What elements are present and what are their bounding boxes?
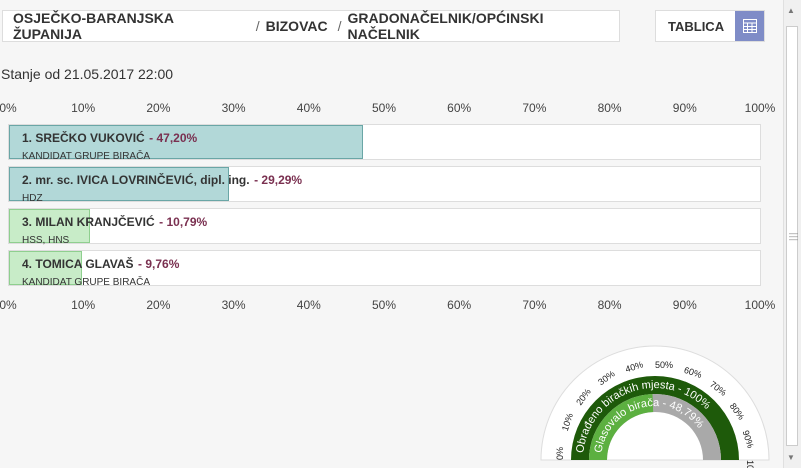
scale-tick-label: 60% [447,101,472,115]
gauge-outer-arc [571,375,739,460]
candidate-text: 2. mr. sc. IVICA LOVRINČEVIĆ, dipl. ing.… [22,171,302,204]
turnout-gauge: 0%10%20%30%40%50%60%70%80%90%100%Obrađen… [540,345,770,468]
scale-tick-label: 10% [71,101,96,115]
table-view-label: TABLICA [668,18,725,34]
candidate-bar [9,209,91,243]
scale-tick-label: 40% [296,101,321,115]
candidate-party: KANDIDAT GRUPE BIRAČA [22,277,150,288]
scale-bottom: 0% 10% 20% 30% 40% 50% 60% 70% 80% 90% 100% [0,298,775,312]
breadcrumb-separator: / [255,18,260,34]
scale-tick-label: 30% [221,298,246,312]
candidate-percent: - 47,20% [149,131,198,145]
scale-tick-label: 60% [447,298,472,312]
candidate-percent: - 9,76% [138,257,180,271]
candidate-text: 1. SREČKO VUKOVIĆ - 47,20% KANDIDAT GRUPE… [22,129,197,162]
breadcrumb-separator: / [337,18,342,34]
candidate-party: KANDIDAT GRUPE BIRAČA [22,151,150,162]
scale-tick-label: 80% [597,298,622,312]
gauge-tick-label: 50% [655,360,673,370]
gauge-inner-arc [589,394,654,460]
candidate-text: 4. TOMICA GLAVAŠ - 9,76% KANDIDAT GRUPE B… [22,255,179,288]
candidate-name: 3. MILAN KRANJČEVIĆ [22,215,155,229]
scale-tick-label: 0% [0,101,17,115]
scale-tick-label: 50% [371,298,397,312]
scale-top: 0% 10% 20% 30% 40% 50% 60% 70% 80% 90% 100% [0,101,775,115]
candidate-bar [9,167,229,201]
candidate-name: 1. SREČKO VUKOVIĆ [22,131,145,145]
status-timestamp: Stanje od 21.05.2017 22:00 [1,66,174,82]
scroll-up-icon[interactable]: ▲ [787,6,795,15]
scale-tick-label: 50% [371,101,397,115]
results-list: 1. SREČKO VUKOVIĆ - 47,20% KANDIDAT GRUPE… [8,124,761,292]
candidate-name: 4. TOMICA GLAVAŠ [22,257,134,271]
candidate-bar [9,125,364,159]
scale-tick-label: 70% [522,298,547,312]
table-grid-icon[interactable] [735,11,764,41]
candidate-party: HSS, HNS [22,235,70,246]
gauge-tick-label: 100% [745,460,755,468]
candidate-percent: - 29,29% [254,173,303,187]
candidate-bar [9,251,83,285]
grip-icon: — — — [789,228,798,244]
gauge-tick-label: 0% [555,447,565,460]
scale-tick-label: 40% [296,298,321,312]
scale-tick-label: 70% [522,101,547,115]
scale-tick-label: 100% [744,298,776,312]
breadcrumb: OSJEČKO-BARANJSKA ŽUPANIJA / BIZOVAC / G… [2,10,620,42]
scale-tick-label: 20% [146,101,171,115]
table-view-button[interactable]: TABLICA [655,10,765,42]
breadcrumb-item-municipality[interactable]: BIZOVAC [265,18,328,34]
breadcrumb-item-office[interactable]: GRADONAČELNIK/OPĆINSKI NAČELNIK [347,10,544,42]
scrollbar[interactable]: ▲ — — — ▼ [783,0,801,468]
breadcrumb-item-county[interactable]: OSJEČKO-BARANJSKA ŽUPANIJA [13,10,174,42]
candidate-row: 1. SREČKO VUKOVIĆ - 47,20% KANDIDAT GRUPE… [8,124,761,162]
candidate-row: 2. mr. sc. IVICA LOVRINČEVIĆ, dipl. ing.… [8,166,761,204]
scale-tick-label: 90% [672,298,697,312]
scale-tick-label: 30% [221,101,246,115]
scale-tick-label: 10% [71,298,96,312]
candidate-name: 2. mr. sc. IVICA LOVRINČEVIĆ, dipl. ing. [22,173,250,187]
candidate-row: 3. MILAN KRANJČEVIĆ - 10,79% HSS, HNS [8,208,761,246]
scale-tick-label: 0% [0,298,17,312]
scrollbar-thumb[interactable] [786,26,798,446]
scale-tick-label: 20% [146,298,171,312]
candidate-party: HDZ [22,193,43,204]
scale-tick-label: 80% [597,101,622,115]
candidate-percent: - 10,79% [159,215,208,229]
candidate-text: 3. MILAN KRANJČEVIĆ - 10,79% HSS, HNS [22,213,207,246]
scroll-down-icon[interactable]: ▼ [787,453,795,462]
scale-tick-label: 90% [672,101,697,115]
scale-tick-label: 100% [744,101,776,115]
candidate-row: 4. TOMICA GLAVAŠ - 9,76% KANDIDAT GRUPE B… [8,250,761,288]
